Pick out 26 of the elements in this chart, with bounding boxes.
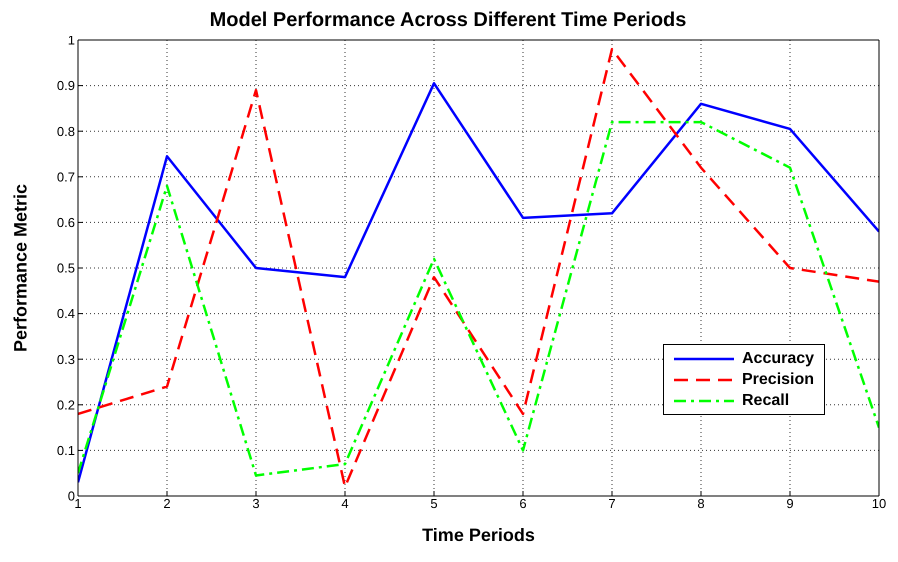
x-tick-label: 10 bbox=[872, 496, 886, 512]
x-tick-label: 9 bbox=[786, 496, 794, 512]
y-tick-label: 0.3 bbox=[56, 352, 75, 367]
y-tick-label: 0.2 bbox=[56, 397, 75, 412]
legend-label: Recall bbox=[742, 392, 790, 410]
y-tick-label: 0.4 bbox=[56, 306, 75, 322]
y-tick-label: 0.8 bbox=[56, 124, 75, 139]
y-tick-label: 0.5 bbox=[56, 260, 75, 276]
legend-label: Accuracy bbox=[742, 350, 814, 368]
y-tick-label: 0 bbox=[68, 488, 75, 504]
y-axis-title: Performance Metric bbox=[10, 184, 30, 352]
y-tick-label: 0.6 bbox=[56, 215, 75, 230]
x-tick-label: 6 bbox=[519, 496, 527, 512]
y-tick-label: 0.9 bbox=[56, 78, 75, 94]
y-tick-label: 0.7 bbox=[56, 169, 75, 184]
x-tick-label: 8 bbox=[697, 496, 705, 512]
chart-title: Model Performance Across Different Time Periods bbox=[210, 9, 686, 31]
legend-label: Precision bbox=[742, 370, 814, 388]
x-tick-label: 5 bbox=[430, 496, 438, 512]
x-axis-title: Time Periods bbox=[422, 524, 535, 545]
x-tick-label: 7 bbox=[608, 496, 616, 512]
y-tick-label: 1 bbox=[68, 32, 75, 48]
x-tick-label: 3 bbox=[252, 496, 260, 512]
y-tick-label: 0.1 bbox=[56, 443, 75, 458]
x-tick-label: 4 bbox=[341, 496, 349, 512]
x-tick-label: 2 bbox=[163, 496, 171, 512]
